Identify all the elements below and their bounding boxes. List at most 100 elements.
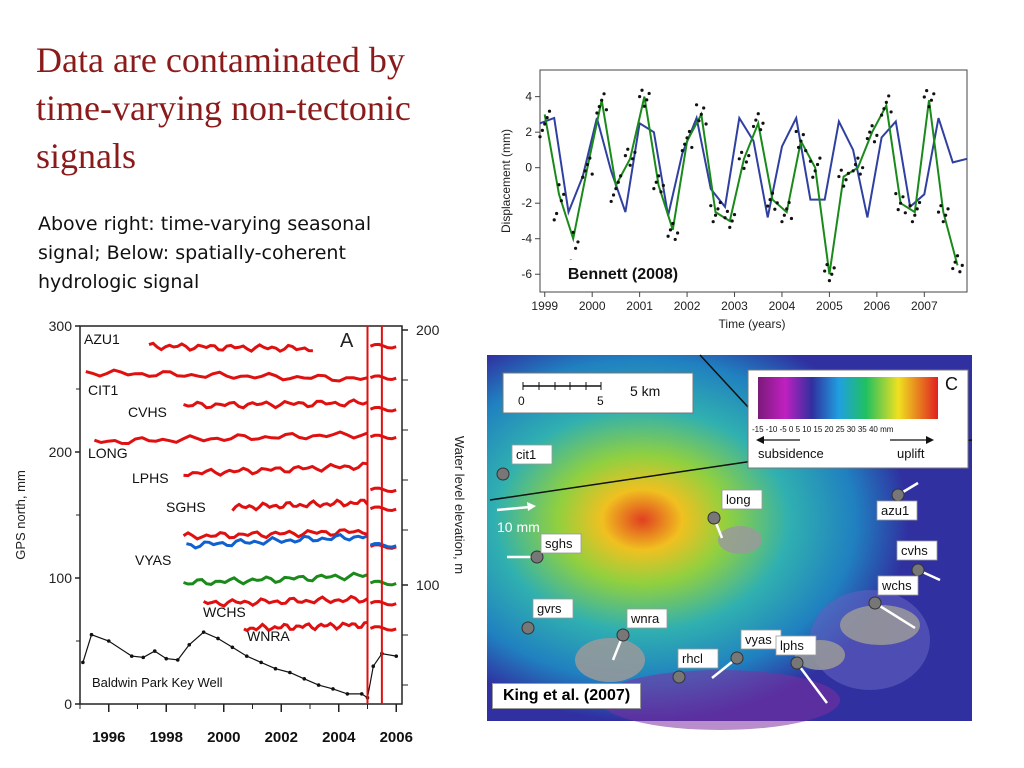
data-point	[562, 192, 566, 196]
data-point	[671, 221, 675, 226]
well-series	[82, 631, 397, 699]
gps-station-marker	[530, 550, 544, 564]
data-point	[751, 124, 756, 129]
data-point	[742, 166, 746, 170]
data-point	[815, 162, 820, 167]
y-tick-label: 0	[525, 161, 532, 175]
station-label-bg	[721, 489, 763, 510]
data-point	[619, 174, 623, 178]
data-point	[687, 129, 692, 134]
data-point	[825, 263, 829, 267]
data-point	[823, 269, 827, 273]
displacement-vector	[874, 601, 916, 630]
data-point	[827, 279, 832, 283]
data-point	[842, 184, 846, 188]
data-point	[659, 190, 663, 194]
station-label-bg	[511, 444, 553, 465]
data-point	[547, 109, 552, 113]
data-point	[865, 136, 869, 141]
station-label: wnra	[630, 611, 660, 626]
data-point	[868, 130, 872, 134]
station-label-bg	[532, 598, 574, 619]
data-point	[898, 201, 903, 205]
slide-subtitle: Above right: time-varying seasonal signa…	[38, 213, 372, 293]
data-point	[638, 95, 642, 99]
data-point	[929, 98, 934, 102]
station-label: wchs	[881, 578, 912, 593]
data-point	[872, 140, 877, 144]
data-point	[723, 216, 727, 220]
data-point	[600, 98, 604, 102]
data-point	[602, 92, 606, 96]
data-point	[704, 122, 708, 126]
data-point	[932, 92, 936, 96]
data-point	[756, 112, 760, 116]
data-point	[839, 168, 843, 172]
data-point	[851, 169, 855, 173]
y-tick-label: 300	[49, 318, 73, 334]
colorbar	[758, 377, 938, 419]
y-tick-label: -6	[521, 267, 532, 281]
data-point	[875, 133, 879, 137]
gps-station-marker	[672, 670, 686, 684]
data-point	[654, 180, 658, 184]
data-point	[538, 135, 542, 139]
station-label-bg	[876, 500, 918, 521]
station-series-post	[369, 579, 397, 587]
x-axis-label: Time (years)	[719, 317, 786, 331]
data-point	[611, 193, 616, 197]
subsidence-arrowhead	[756, 436, 764, 444]
data-point	[571, 230, 575, 234]
data-point	[730, 219, 734, 223]
station-series	[148, 341, 313, 353]
subsidence-label: subsidence	[758, 446, 824, 461]
data-point	[645, 98, 649, 102]
data-point	[896, 207, 900, 212]
caption-bg	[555, 260, 693, 286]
station-series	[183, 461, 368, 478]
gps-station-marker	[911, 563, 925, 577]
data-point	[683, 142, 687, 146]
station-label-bg	[775, 635, 817, 656]
data-point	[910, 220, 915, 224]
station-series-post	[369, 342, 397, 350]
station-label: long	[726, 492, 751, 507]
station-series-post	[369, 505, 397, 513]
data-point	[552, 218, 556, 222]
station-label-bg	[877, 575, 919, 596]
data-point	[732, 212, 737, 217]
data-point	[908, 204, 912, 208]
y-tick-label: 4	[525, 90, 532, 104]
data-point	[789, 216, 794, 221]
data-point	[782, 213, 786, 217]
data-point	[697, 119, 701, 123]
data-point	[787, 200, 791, 205]
station-label: cvhs	[901, 543, 928, 558]
gps-station-marker	[868, 596, 882, 610]
station-series-post	[369, 486, 397, 494]
data-point	[657, 174, 661, 178]
x-tick-label: 2004	[769, 299, 796, 313]
y-right-tick-label: 100	[416, 577, 440, 593]
data-point	[747, 154, 751, 158]
station-series-post	[369, 625, 397, 632]
data-point	[711, 220, 715, 224]
data-point	[858, 172, 862, 176]
x-tick-label: 1996	[92, 729, 125, 746]
station-series-post	[369, 405, 397, 413]
station-label: azu1	[881, 503, 909, 518]
data-point	[543, 122, 547, 126]
data-point	[946, 207, 950, 211]
data-point	[581, 175, 585, 179]
y-tick-label: 100	[49, 570, 73, 586]
data-point	[915, 207, 919, 211]
map-caption: King et al. (2007)	[492, 683, 642, 709]
data-point	[545, 115, 549, 120]
displacement-vector	[796, 662, 828, 704]
data-point	[944, 213, 948, 217]
data-point	[846, 171, 850, 175]
station-label: AZU1	[84, 331, 120, 347]
data-point	[675, 231, 680, 235]
data-point	[917, 200, 922, 205]
